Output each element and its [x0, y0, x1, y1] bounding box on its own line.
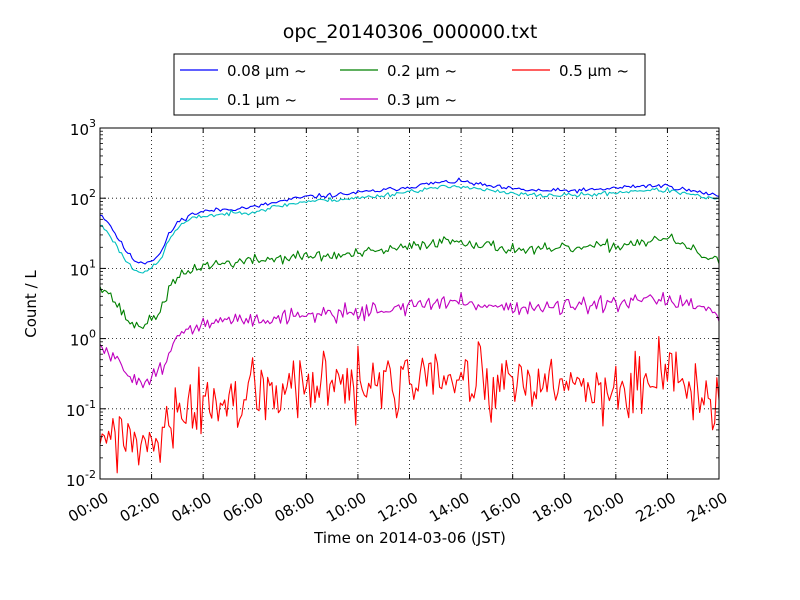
- series-line: [100, 177, 719, 265]
- y-tick-label: 10-2: [66, 468, 96, 490]
- y-tick-label: 102: [70, 187, 96, 209]
- legend-items: 0.08 μm ~ 0.1 μm ~ 0.2 μm ~ 0.3 μm ~ 0.5 μm …: [180, 62, 629, 109]
- legend-label: 0.08 μm ~: [227, 62, 307, 80]
- series-line: [100, 335, 719, 474]
- y-tick-label: 101: [70, 257, 96, 279]
- series-line: [100, 291, 719, 389]
- y-tick-labels: 10-2 10-1 100 101 102 103: [66, 117, 96, 490]
- y-tick-label: 100: [70, 328, 96, 350]
- y-tick-label: 10-1: [66, 398, 96, 420]
- legend-label: 0.3 μm ~: [387, 91, 457, 109]
- legend: 0.08 μm ~ 0.1 μm ~ 0.2 μm ~ 0.3 μm ~ 0.5 μm …: [173, 53, 646, 116]
- ticks: [99, 127, 720, 480]
- series-line: [100, 184, 719, 274]
- legend-label: 0.5 μm ~: [559, 62, 629, 80]
- legend-label: 0.2 μm ~: [387, 62, 457, 80]
- series-line: [100, 233, 719, 330]
- x-axis-label: Time on 2014-03-06 (JST): [313, 529, 506, 547]
- legend-box: [173, 53, 646, 116]
- series-layer: [100, 177, 719, 474]
- y-axis-label: Count / L: [22, 270, 40, 338]
- grid: [100, 128, 719, 479]
- y-tick-label: 103: [70, 117, 96, 139]
- chart-title: opc_20140306_000000.txt: [283, 21, 538, 43]
- legend-label: 0.1 μm ~: [227, 91, 297, 109]
